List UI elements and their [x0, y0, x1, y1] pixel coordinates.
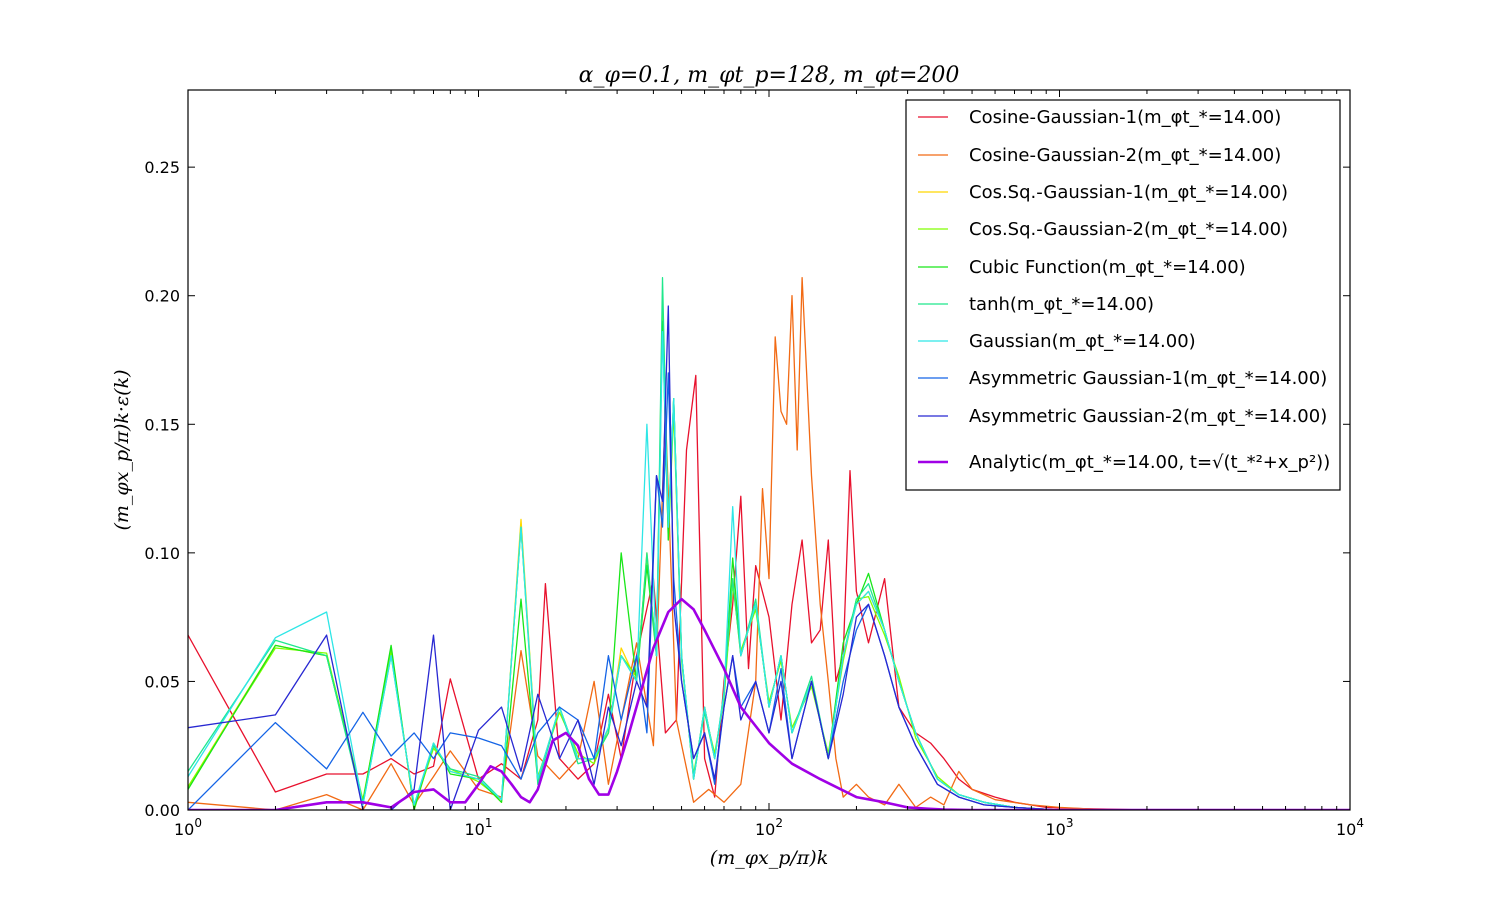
legend-label: Cosine-Gaussian-1(m_φt_*=14.00)	[969, 107, 1281, 128]
x-axis-label: (m_φx_p/π)k	[710, 847, 828, 869]
legend-items: Cosine-Gaussian-1(m_φt_*=14.00) Cosine-Ga…	[918, 107, 1330, 473]
legend-label: Cosine-Gaussian-2(m_φt_*=14.00)	[969, 145, 1281, 166]
x-tick-label: 100	[174, 816, 202, 839]
x-tick-label: 101	[465, 816, 493, 839]
y-tick-label: 0.10	[144, 544, 180, 563]
legend-box	[905, 99, 1341, 491]
series-line-9	[188, 305, 1350, 810]
y-tick-label: 0.05	[144, 672, 180, 691]
y-axis-label: (m_φx_p/π)k·ε(k)	[111, 370, 133, 531]
series-group	[188, 277, 1350, 810]
ticks-group: 100 101 102 103 104 0.00 0.05 0.10 0.15 0.20 0.25	[144, 90, 1364, 839]
y-tick-label: 0.25	[144, 158, 180, 177]
x-tick-label: 104	[1336, 816, 1364, 839]
legend: Cosine-Gaussian-1(m_φt_*=14.00) Cosine-Ga…	[905, 99, 1341, 491]
legend-label: Cos.Sq.-Gaussian-2(m_φt_*=14.00)	[969, 219, 1288, 240]
legend-label: Gaussian(m_φt_*=14.00)	[969, 331, 1196, 352]
series-line-10	[188, 597, 1350, 810]
y-tick-label: 0.15	[144, 415, 180, 434]
x-tick-label: 102	[755, 816, 783, 839]
legend-label: tanh(m_φt_*=14.00)	[969, 294, 1154, 315]
y-tick-label: 0.00	[144, 801, 180, 820]
legend-label: Cos.Sq.-Gaussian-1(m_φt_*=14.00)	[969, 182, 1288, 203]
x-tick-label: 103	[1046, 816, 1074, 839]
y-tick-label: 0.20	[144, 287, 180, 306]
legend-label: Analytic(m_φt_*=14.00, t=√(t_*²+x_p²))	[969, 452, 1330, 473]
legend-label: Cubic Function(m_φt_*=14.00)	[969, 257, 1246, 278]
legend-label: Asymmetric Gaussian-2(m_φt_*=14.00)	[969, 406, 1327, 427]
legend-label: Asymmetric Gaussian-1(m_φt_*=14.00)	[969, 368, 1327, 389]
chart-title: α_φ=0.1, m_φt_p=128, m_φt=200	[579, 63, 960, 88]
